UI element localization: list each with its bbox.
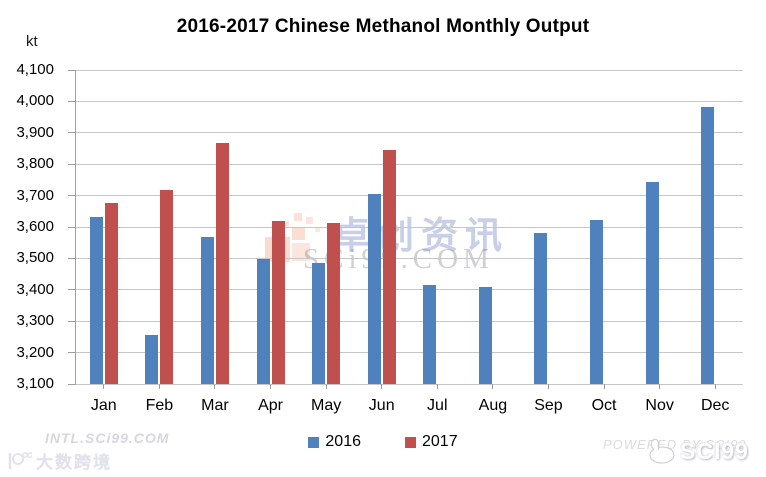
gridline: [76, 320, 743, 322]
x-axis-tick: [603, 384, 605, 389]
bar-2016-oct: [590, 220, 604, 384]
sci99-logo: SCI99: [640, 436, 749, 466]
gridline: [76, 226, 743, 228]
x-axis-tick: [214, 384, 216, 389]
x-tick-label-jul: Jul: [427, 397, 448, 414]
x-tick-label-mar: Mar: [201, 397, 229, 414]
bar-2016-apr: [256, 259, 270, 384]
y-tick-label: 4,100: [16, 61, 54, 78]
y-axis-tick: [68, 226, 75, 228]
powered-by-watermark: POWERED BY SCI99: [603, 437, 747, 452]
x-axis-tick: [381, 384, 383, 389]
bar-2016-feb: [145, 335, 159, 384]
x-tick-label-aug: Aug: [478, 397, 508, 414]
legend: 2016 2017: [0, 433, 766, 451]
x-axis-line: [75, 384, 743, 385]
x-axis-tick: [436, 384, 438, 389]
sci99-logo-text: SCI99: [680, 437, 749, 464]
x-axis-tick: [659, 384, 661, 389]
gridline: [76, 100, 743, 102]
gridline: [76, 132, 743, 134]
gridline: [76, 69, 743, 71]
x-axis-tick: [270, 384, 272, 389]
x-tick-label-jun: Jun: [368, 397, 395, 414]
y-tick-label: 3,600: [16, 218, 54, 235]
legend-label-2017: 2017: [422, 433, 458, 450]
legend-label-2016: 2016: [325, 433, 361, 450]
x-tick-label-feb: Feb: [145, 397, 174, 414]
x-axis-tick: [547, 384, 549, 389]
y-tick-label: 4,000: [16, 92, 54, 110]
y-axis-tick: [68, 320, 75, 322]
bar-2017-may: [327, 222, 341, 384]
gridline: [76, 352, 743, 354]
bar-2016-aug: [478, 287, 492, 384]
bar-2016-sep: [534, 233, 548, 384]
gridline: [76, 257, 743, 259]
legend-swatch-2017-icon: [405, 436, 416, 448]
bar-2016-mar: [200, 237, 214, 384]
x-tick-label-nov: Nov: [645, 397, 674, 414]
legend-item-2016: 2016: [308, 433, 361, 451]
bar-2016-jun: [367, 194, 381, 384]
dashu-watermark: 大数跨境: [6, 448, 112, 473]
y-tick-label: 3,100: [16, 375, 54, 392]
x-tick-label-may: May: [311, 397, 342, 414]
bar-2017-jun: [382, 150, 396, 384]
gridline: [76, 289, 743, 291]
plot-area: 4,100 4,000 3,900 3,800 3,700 3,600 3,500 3,400…: [16, 61, 743, 414]
gridline: [76, 163, 743, 165]
x-axis-tick: [325, 384, 327, 389]
x-axis-tick: [158, 384, 160, 389]
y-axis-tick: [68, 289, 75, 291]
intl-sci99-watermark: INTL.SCi99.COM: [45, 430, 170, 446]
gridline: [76, 195, 743, 197]
legend-swatch-2016-icon: [308, 436, 320, 448]
swan-icon: [649, 438, 675, 464]
bar-2016-dec: [701, 107, 715, 384]
bar-2016-jan: [89, 216, 103, 384]
dashu-logo-text: 大数跨境: [36, 453, 112, 472]
y-tick-label: 3,400: [16, 280, 54, 298]
y-tick-label: 3,200: [16, 343, 54, 361]
bar-2016-may: [312, 263, 326, 384]
y-axis-tick: [68, 132, 75, 134]
bar-2017-mar: [215, 142, 229, 384]
y-tick-label: 3,500: [16, 249, 54, 267]
y-tick-label: 3,700: [16, 186, 54, 204]
x-tick-label-dec: Dec: [700, 397, 730, 414]
dashu-logo-icon: [8, 451, 32, 469]
y-axis-tick: [68, 383, 75, 385]
x-axis-tick: [103, 384, 105, 389]
gridline: [76, 383, 743, 385]
y-tick-label: 3,900: [16, 123, 54, 141]
y-axis-line: [75, 70, 76, 384]
bar-2017-feb: [160, 189, 174, 384]
y-axis-unit-label: kt: [26, 33, 38, 50]
y-tick-label: 3,300: [16, 312, 54, 330]
x-axis-tick: [492, 384, 494, 389]
legend-item-2017: 2017: [405, 433, 458, 451]
bar-2016-nov: [645, 181, 659, 384]
y-axis-tick: [68, 195, 75, 197]
bar-2016-jul: [423, 285, 437, 384]
y-axis-tick: [68, 257, 75, 259]
x-tick-label-jan: Jan: [90, 397, 117, 414]
x-tick-label-oct: Oct: [591, 397, 617, 414]
y-axis-tick: [68, 100, 75, 102]
x-tick-label-apr: Apr: [258, 397, 283, 414]
x-axis-tick: [714, 384, 716, 389]
bar-2017-apr: [271, 220, 285, 384]
y-axis-tick: [68, 352, 75, 354]
y-tick-label: 3,800: [16, 155, 54, 173]
bar-2017-jan: [104, 202, 118, 384]
chart-title: 2016-2017 Chinese Methanol Monthly Outpu…: [176, 16, 590, 37]
y-axis-tick: [68, 163, 75, 165]
x-tick-label-sep: Sep: [534, 397, 563, 414]
y-axis-tick: [68, 69, 75, 71]
